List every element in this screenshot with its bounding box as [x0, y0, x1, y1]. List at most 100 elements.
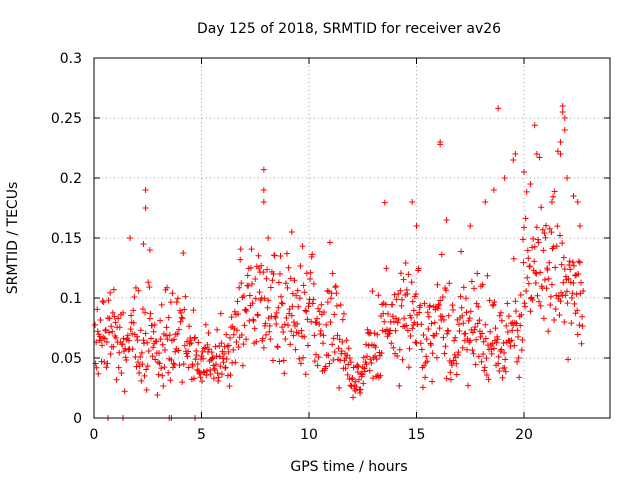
data-point — [357, 389, 364, 396]
data-point — [467, 308, 474, 315]
data-point — [254, 311, 261, 318]
data-point — [215, 374, 222, 381]
data-point — [479, 330, 486, 337]
data-point — [113, 334, 120, 341]
data-point — [274, 344, 281, 351]
data-point — [116, 349, 123, 356]
data-point — [300, 354, 307, 361]
data-point — [505, 313, 512, 320]
data-point — [279, 324, 286, 331]
data-point — [267, 336, 274, 343]
data-point — [145, 348, 152, 354]
data-point — [129, 346, 136, 353]
data-point — [282, 335, 289, 342]
data-point — [261, 295, 268, 302]
data-point — [545, 275, 552, 282]
data-point — [486, 297, 493, 304]
data-point — [238, 332, 245, 339]
data-point — [302, 307, 309, 314]
data-point — [180, 250, 187, 257]
data-point — [465, 317, 472, 324]
data-point — [398, 302, 405, 309]
data-point — [348, 383, 355, 390]
data-point — [500, 340, 507, 347]
data-point — [214, 326, 221, 333]
data-point — [141, 372, 148, 379]
data-point — [559, 109, 566, 115]
data-point — [218, 340, 225, 347]
data-point — [282, 280, 289, 287]
data-point — [226, 334, 233, 341]
data-point — [541, 276, 548, 283]
data-point — [105, 297, 112, 304]
data-point — [116, 324, 123, 331]
data-point — [534, 236, 541, 243]
data-point — [397, 287, 404, 294]
data-point — [132, 284, 139, 291]
data-point — [479, 281, 486, 288]
data-point — [561, 115, 568, 121]
data-point — [319, 340, 326, 347]
data-point — [362, 341, 369, 348]
data-point — [146, 247, 153, 253]
data-point — [489, 302, 496, 309]
data-point — [552, 264, 559, 271]
data-point — [259, 335, 266, 342]
data-point — [142, 187, 149, 193]
data-point — [444, 330, 451, 337]
data-point — [146, 284, 153, 291]
data-point — [94, 328, 101, 335]
data-point — [344, 371, 351, 378]
data-point — [569, 290, 576, 297]
data-point — [193, 352, 200, 359]
data-point — [238, 280, 245, 287]
data-point — [424, 309, 431, 316]
data-point — [466, 339, 473, 346]
data-point — [356, 386, 363, 393]
data-point — [502, 356, 509, 363]
data-point — [177, 318, 184, 325]
data-point — [390, 318, 397, 325]
data-point — [121, 388, 128, 395]
data-point — [501, 349, 508, 356]
data-point — [538, 204, 545, 211]
data-point — [502, 368, 509, 375]
data-point — [149, 353, 156, 360]
data-point — [291, 277, 298, 284]
data-point — [103, 364, 110, 371]
data-point — [364, 353, 371, 360]
data-point — [157, 317, 164, 324]
data-point — [181, 306, 188, 313]
data-point — [252, 276, 259, 283]
data-point — [557, 151, 564, 157]
data-point — [431, 319, 438, 326]
data-point — [338, 348, 345, 355]
data-point — [340, 310, 347, 317]
data-point — [365, 342, 372, 349]
data-point — [564, 288, 570, 295]
data-point — [482, 321, 489, 328]
data-point — [298, 327, 305, 334]
data-point — [470, 350, 477, 357]
data-point — [318, 301, 325, 308]
data-point — [509, 327, 516, 334]
data-point — [459, 344, 466, 351]
data-point — [220, 355, 226, 362]
data-point — [331, 311, 338, 318]
data-point — [439, 294, 446, 301]
data-point — [490, 187, 497, 193]
data-point — [394, 319, 401, 326]
data-point — [184, 353, 191, 360]
data-point — [446, 280, 453, 287]
y-tick-label: 0.1 — [60, 291, 82, 307]
data-point — [553, 292, 560, 299]
data-point — [423, 353, 430, 360]
data-point — [134, 337, 141, 344]
data-point — [288, 229, 295, 235]
data-point — [352, 378, 359, 385]
data-point — [363, 361, 370, 368]
data-point — [309, 300, 316, 307]
data-point — [444, 327, 451, 334]
data-point — [102, 326, 109, 333]
data-point — [266, 328, 273, 335]
